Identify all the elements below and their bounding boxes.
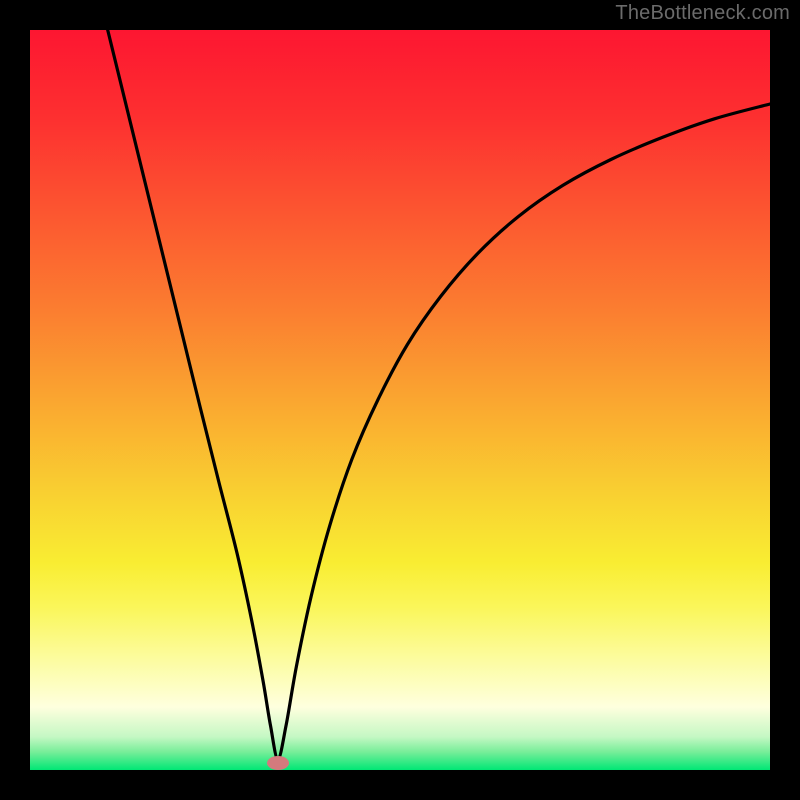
plot-area	[30, 30, 770, 770]
bottleneck-curve	[30, 30, 770, 770]
minimum-marker	[267, 756, 289, 770]
attribution-label: TheBottleneck.com	[615, 2, 790, 25]
